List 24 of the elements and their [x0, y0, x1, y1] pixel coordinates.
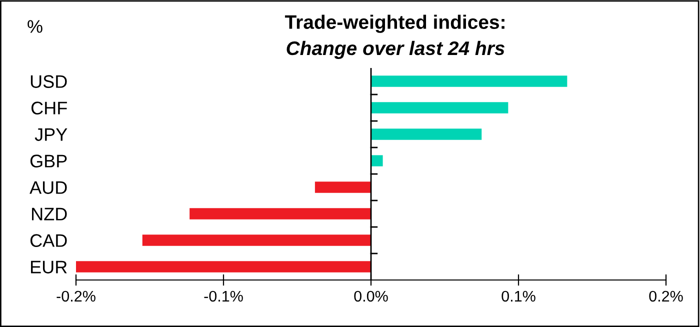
x-tick-label: -0.1%: [204, 290, 243, 302]
bar: [371, 102, 508, 114]
x-tick-label: 0.1%: [502, 290, 536, 302]
chart-title: Trade-weighted indices:: [284, 14, 504, 33]
chart-subtitle: Change over last 24 hrs: [286, 40, 505, 59]
y-tick-label: CAD: [30, 234, 67, 247]
bar: [142, 234, 371, 246]
bar: [76, 261, 371, 272]
bar: [190, 208, 371, 220]
x-tick-label: -0.2%: [56, 290, 96, 302]
bar: [371, 128, 482, 140]
y-tick-label: GBP: [30, 154, 67, 168]
bar: [314, 182, 371, 193]
y-tick-label: USD: [30, 75, 67, 88]
x-tick-label: 0.0%: [354, 290, 388, 302]
x-tick-label: 0.2%: [649, 290, 683, 302]
y-tick-label: JPY: [34, 128, 68, 141]
bar: [371, 155, 383, 166]
y-tick-label: NZD: [32, 208, 67, 220]
y-tick-label: CHF: [31, 102, 67, 114]
y-axis-title: %: [28, 20, 42, 33]
y-tick-label: EUR: [31, 260, 67, 274]
bar: [371, 76, 568, 87]
y-tick-label: AUD: [30, 181, 67, 194]
